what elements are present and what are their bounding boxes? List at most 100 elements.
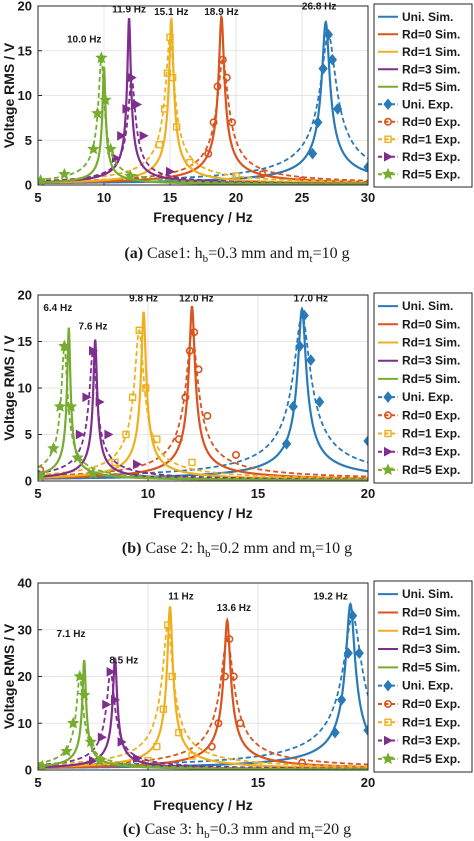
x-tick-label: 10 xyxy=(141,486,155,501)
exp-point-rd0 xyxy=(174,435,183,444)
caption-sub2: t xyxy=(311,829,314,841)
peak-annotation: 18.9 Hz xyxy=(204,7,238,18)
axes-frame xyxy=(37,5,369,186)
exp-point-uni xyxy=(288,400,298,413)
exp-point-rd0 xyxy=(181,393,190,402)
exp-point-rd5 xyxy=(87,142,100,155)
peak-annotation: 7.6 Hz xyxy=(79,321,108,332)
exp-point-rd5 xyxy=(71,451,84,464)
exp-point-rd0 xyxy=(232,450,241,459)
legend-marker-rd5 xyxy=(381,752,395,765)
y-tick-label: 0 xyxy=(25,474,32,489)
exp-point-uni xyxy=(313,116,323,129)
axes-frame xyxy=(37,582,369,771)
legend-label: Rd=1 Exp. xyxy=(402,427,460,441)
exp-point-uni xyxy=(363,724,368,737)
chart-panel-2: 5 10 15 20 0 10 20 30 40 7.1 Hz 8.5 Hz 11 Hz 13.6 Hz… xyxy=(1,576,473,841)
legend-label: Uni. Exp. xyxy=(402,679,453,693)
exp-point-rd0 xyxy=(207,742,216,751)
y-axis-label: Voltage RMS / V xyxy=(1,42,17,148)
exp-point-rd5 xyxy=(64,400,78,412)
exp-point-rd1 xyxy=(232,172,240,180)
exp-curve-rd1 xyxy=(38,328,368,480)
exp-point-rd3 xyxy=(117,737,127,747)
sim-curve-rd1 xyxy=(38,606,368,770)
exp-point-rd0 xyxy=(194,365,203,374)
y-axis-label: Voltage RMS / V xyxy=(1,623,17,729)
exp-point-uni xyxy=(343,647,353,659)
exp-point-rd1 xyxy=(172,123,181,131)
x-tick-label: 15 xyxy=(251,486,265,501)
legend-marker-rd1 xyxy=(384,718,392,726)
caption-sub2: t xyxy=(312,548,315,560)
legend-label: Rd=0 Exp. xyxy=(402,115,460,129)
legend-marker-uni xyxy=(383,679,393,692)
exp-point-rd5 xyxy=(78,688,91,701)
x-tick-label: 15 xyxy=(163,190,177,205)
exp-point-rd0 xyxy=(209,118,218,127)
exp-point-rd1 xyxy=(128,393,137,401)
exp-point-rd5 xyxy=(58,167,71,180)
legend-label: Rd=1 Exp. xyxy=(402,715,460,729)
y-tick-label: 20 xyxy=(18,288,32,303)
peak-annotation: 17.0 Hz xyxy=(294,294,328,305)
exp-point-rd1 xyxy=(135,326,143,335)
x-tick-label: 10 xyxy=(141,775,155,790)
exp-point-uni xyxy=(363,161,368,173)
exp-point-rd3 xyxy=(89,345,99,356)
panel-caption: (a) Case1: hb=0.3 mm and mt=10 g xyxy=(124,245,349,265)
exp-point-uni xyxy=(295,340,305,352)
x-tick-label: 5 xyxy=(34,190,41,205)
x-tick-label: 30 xyxy=(361,190,375,205)
legend-label: Rd=3 Exp. xyxy=(402,150,460,164)
exp-point-rd5 xyxy=(93,754,106,766)
x-axis-label: Frequency / Hz xyxy=(153,209,253,225)
exp-point-rd1 xyxy=(163,69,172,77)
caption-mid: =0.2 mm and m xyxy=(211,540,313,557)
legend-label: Rd=3 Sim. xyxy=(402,642,460,656)
caption-text: Case 2: h xyxy=(141,540,205,557)
exp-point-uni xyxy=(332,103,343,115)
exp-point-uni xyxy=(363,435,368,447)
sim-curve-rd0 xyxy=(38,616,368,769)
exp-point-uni xyxy=(354,647,364,659)
caption-mid: =0.3 mm and m xyxy=(210,821,312,838)
legend-label: Rd=1 Exp. xyxy=(402,132,460,146)
legend-label: Uni. Sim. xyxy=(402,10,453,24)
axes-frame xyxy=(37,294,369,482)
exp-point-rd5 xyxy=(38,173,47,185)
exp-point-rd1 xyxy=(188,752,196,760)
x-axis-label: Frequency / Hz xyxy=(153,797,253,813)
peak-annotation: 13.6 Hz xyxy=(217,603,251,614)
caption-label: (b) xyxy=(122,540,142,557)
exp-point-rd3 xyxy=(75,429,85,440)
peak-annotation: 10.0 Hz xyxy=(67,35,101,46)
legend-marker-rd1 xyxy=(384,135,392,143)
legend-marker-rd0 xyxy=(383,117,392,126)
exp-point-rd0 xyxy=(229,672,238,681)
exp-point-rd3 xyxy=(89,755,99,766)
exp-point-rd3 xyxy=(111,695,121,705)
legend-label: Uni. Sim. xyxy=(402,299,453,313)
y-tick-label: 10 xyxy=(18,381,32,396)
exp-point-rd0 xyxy=(214,719,223,728)
plot-series-group xyxy=(38,601,368,770)
peak-annotation: 19.2 Hz xyxy=(313,591,347,602)
legend-label: Rd=3 Sim. xyxy=(402,354,460,368)
y-tick-label: 10 xyxy=(18,716,32,731)
exp-point-rd0 xyxy=(222,73,231,82)
exp-curve-rd1 xyxy=(38,34,368,183)
caption-end: =10 g xyxy=(315,540,352,557)
exp-point-rd3 xyxy=(122,104,132,114)
exp-point-rd1 xyxy=(166,33,174,42)
exp-point-rd0 xyxy=(190,328,199,337)
legend-marker-rd3 xyxy=(384,446,394,457)
y-tick-label: 5 xyxy=(25,133,32,148)
caption-end: =20 g xyxy=(314,821,351,838)
exp-point-rd3 xyxy=(82,392,92,403)
exp-point-rd3 xyxy=(133,99,143,110)
legend-label: Rd=0 Sim. xyxy=(402,605,460,619)
exp-point-uni xyxy=(347,609,358,622)
